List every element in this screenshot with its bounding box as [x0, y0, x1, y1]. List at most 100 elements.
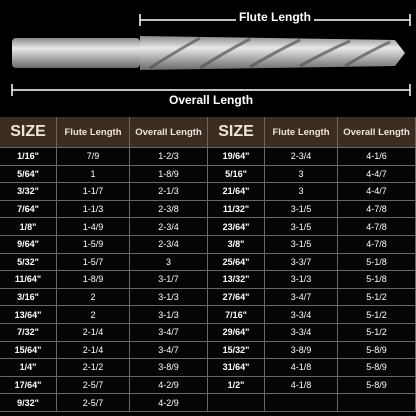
- table-cell: 1-8/9: [57, 271, 130, 289]
- table-cell: 23/64": [208, 218, 265, 236]
- table-cell: 3-3/7: [265, 253, 338, 272]
- table-cell: 1/8": [0, 218, 57, 236]
- column-header: Overall Length: [130, 117, 208, 148]
- table-cell: 2-3/8: [130, 200, 208, 219]
- table-cell: 1-5/7: [57, 253, 130, 272]
- table-cell: 3-4/7: [130, 324, 208, 342]
- table-cell: 2-3/4: [130, 236, 208, 254]
- table-cell: 3-1/5: [265, 236, 338, 254]
- overall-length-label: Overall Length: [166, 93, 257, 107]
- table-cell: 29/64": [208, 324, 265, 342]
- table-cell: 11/32": [208, 200, 265, 219]
- table-cell: 1-4/9: [57, 218, 130, 236]
- table-cell: 5-1/2: [338, 288, 416, 307]
- table-cell: 9/32": [0, 394, 57, 412]
- table-cell: 4-1/8: [265, 376, 338, 395]
- column-header: Flute Length: [265, 117, 338, 148]
- table-cell: 1-5/9: [57, 236, 130, 254]
- table-cell: 3-3/4: [265, 324, 338, 342]
- table-cell: 5-8/9: [338, 376, 416, 395]
- table-cell: 2-3/4: [130, 218, 208, 236]
- table-cell: 2-1/4: [57, 341, 130, 360]
- table-cell: 5/32": [0, 253, 57, 272]
- table-cell: 4-7/8: [338, 200, 416, 219]
- table-cell: 4-7/8: [338, 236, 416, 254]
- table-cell: 5/64": [0, 165, 57, 184]
- table-cell: 5-1/8: [338, 253, 416, 272]
- table-cell: 3: [130, 253, 208, 272]
- table-cell: 4-1/8: [265, 359, 338, 377]
- table-cell: 27/64": [208, 288, 265, 307]
- table-cell: 2-3/4: [265, 148, 338, 166]
- table-cell: 1-1/3: [57, 200, 130, 219]
- table-cell: 1: [57, 165, 130, 184]
- drill-illustration: [11, 14, 411, 96]
- table-cell: 4-4/7: [338, 165, 416, 184]
- table-cell: 31/64": [208, 359, 265, 377]
- table-cell: 5-1/8: [338, 271, 416, 289]
- table-cell: 2-1/2: [57, 359, 130, 377]
- table-cell: 17/64": [0, 376, 57, 395]
- table-cell: 5/16": [208, 165, 265, 184]
- table-cell: 5-8/9: [338, 359, 416, 377]
- table-cell: 15/32": [208, 341, 265, 360]
- table-cell: 21/64": [208, 183, 265, 201]
- empty-cell: [265, 394, 338, 412]
- table-cell: 4-7/8: [338, 218, 416, 236]
- table-cell: 2-1/4: [57, 324, 130, 342]
- table-cell: 3-1/3: [130, 288, 208, 307]
- table-cell: 2-1/3: [130, 183, 208, 201]
- column-header: Flute Length: [57, 117, 130, 148]
- table-cell: 7/64": [0, 200, 57, 219]
- table-cell: 3-1/5: [265, 218, 338, 236]
- table-cell: 19/64": [208, 148, 265, 166]
- table-cell: 4-2/9: [130, 376, 208, 395]
- table-cell: 1-2/3: [130, 148, 208, 166]
- column-header: SIZE: [0, 117, 57, 148]
- column-header: Overall Length: [338, 117, 416, 148]
- table-cell: 3-8/9: [265, 341, 338, 360]
- table-cell: 3: [265, 183, 338, 201]
- table-cell: 25/64": [208, 253, 265, 272]
- table-cell: 7/16": [208, 306, 265, 324]
- table-cell: 15/64": [0, 341, 57, 360]
- table-cell: 3-4/7: [130, 341, 208, 360]
- table-cell: 3-1/3: [130, 306, 208, 324]
- table-cell: 5-1/2: [338, 306, 416, 324]
- table-cell: 7/32": [0, 324, 57, 342]
- table-cell: 3-1/7: [130, 271, 208, 289]
- table-cell: 4-4/7: [338, 183, 416, 201]
- table-cell: 9/64": [0, 236, 57, 254]
- table-cell: 1/16": [0, 148, 57, 166]
- empty-cell: [208, 394, 265, 412]
- table-cell: 4-1/6: [338, 148, 416, 166]
- table-cell: 3-4/7: [265, 288, 338, 307]
- table-cell: 3/32": [0, 183, 57, 201]
- table-cell: 3/8": [208, 236, 265, 254]
- table-cell: 13/64": [0, 306, 57, 324]
- table-cell: 7/9: [57, 148, 130, 166]
- table-cell: 1-1/7: [57, 183, 130, 201]
- table-cell: 1/2": [208, 376, 265, 395]
- table-cell: 5-1/2: [338, 324, 416, 342]
- table-cell: 3-8/9: [130, 359, 208, 377]
- table-cell: 13/32": [208, 271, 265, 289]
- table-cell: 3: [265, 165, 338, 184]
- table-cell: 3/16": [0, 288, 57, 307]
- flute-length-label: Flute Length: [236, 10, 314, 24]
- empty-cell: [338, 394, 416, 412]
- table-cell: 1/4": [0, 359, 57, 377]
- table-cell: 11/64": [0, 271, 57, 289]
- table-cell: 5-8/9: [338, 341, 416, 360]
- table-cell: 2: [57, 306, 130, 324]
- table-cell: 3-1/5: [265, 200, 338, 219]
- table-cell: 2-5/7: [57, 394, 130, 412]
- column-header: SIZE: [208, 117, 265, 148]
- table-cell: 3-1/3: [265, 271, 338, 289]
- table-cell: 4-2/9: [130, 394, 208, 412]
- table-cell: 2: [57, 288, 130, 307]
- table-cell: 3-3/4: [265, 306, 338, 324]
- table-cell: 1-8/9: [130, 165, 208, 184]
- table-cell: 2-5/7: [57, 376, 130, 395]
